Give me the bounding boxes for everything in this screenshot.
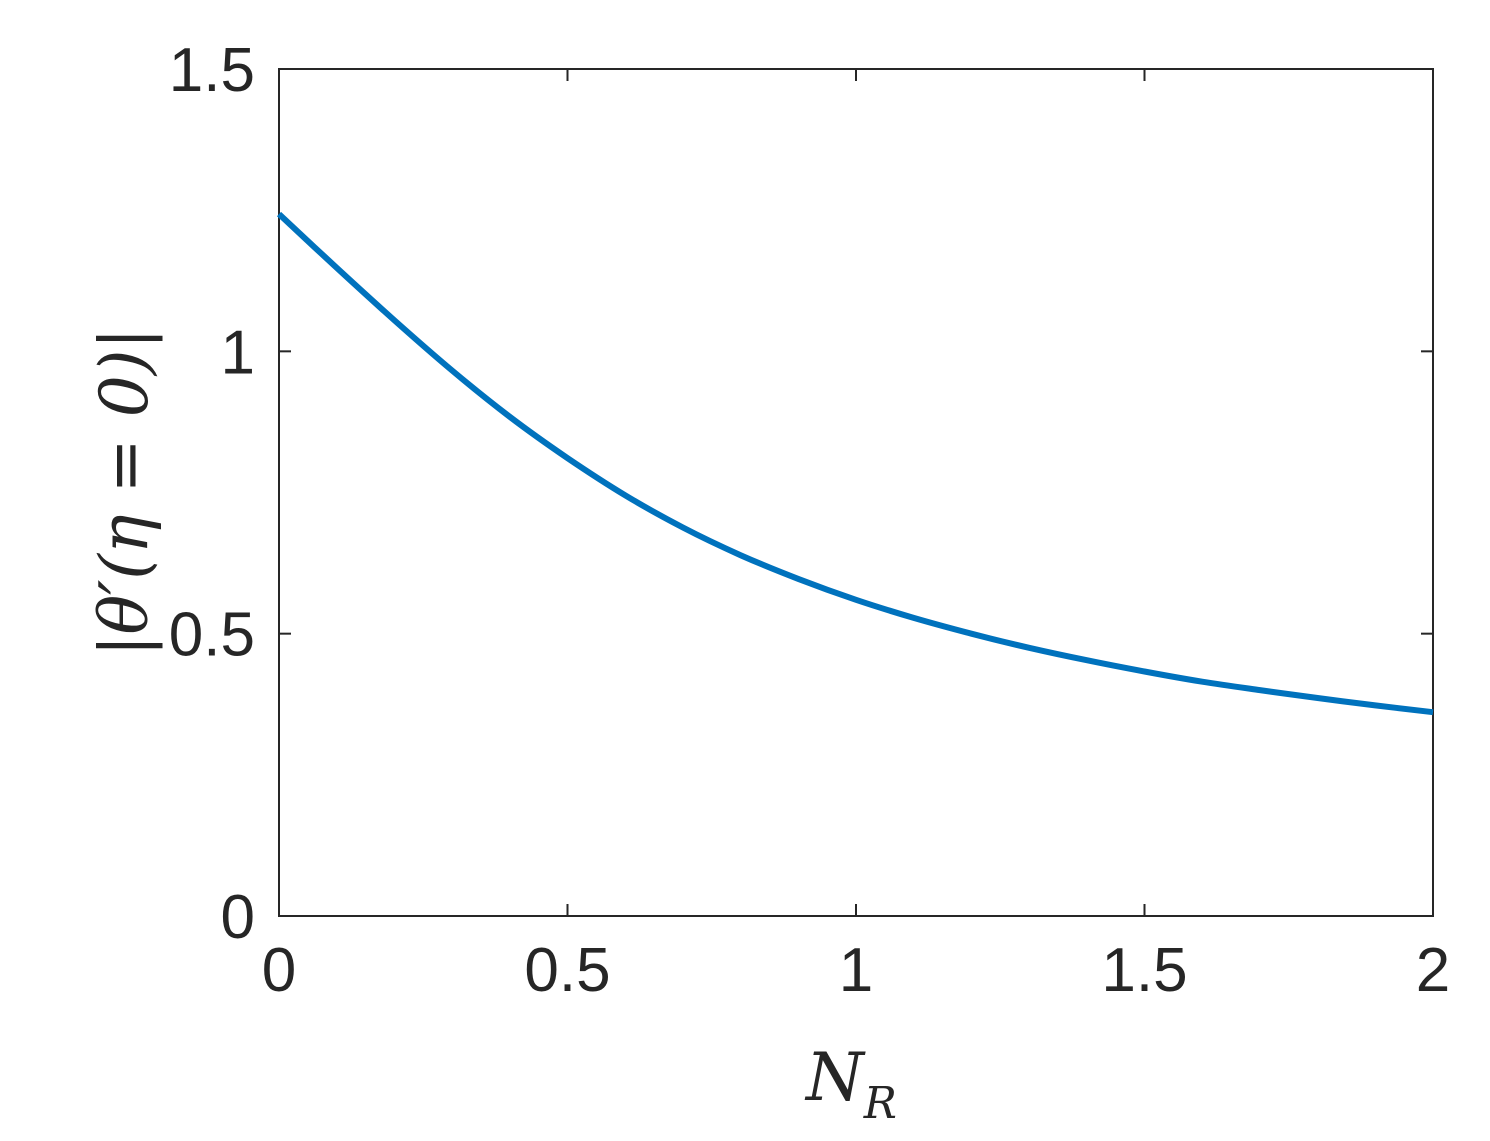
y-tick-label: 1.5 (169, 36, 255, 105)
x-tick-label: 0.5 (524, 936, 610, 1005)
series-line (276, 211, 1434, 716)
plot-area (278, 68, 1434, 917)
x-tick-label: 2 (1416, 936, 1450, 1005)
y-tick-label: 0.5 (169, 601, 255, 670)
y-axis-ticks: 0 0.5 1 1.5 (169, 36, 1433, 952)
x-axis-ticks: 0 0.5 1 1.5 2 (262, 69, 1450, 1005)
x-tick-label: 1 (839, 936, 873, 1005)
y-axis-label: |θ′(η = 0)| (86, 327, 163, 656)
y-tick-label: 1 (221, 318, 255, 387)
x-axis-label: NR (804, 1039, 897, 1129)
x-tick-label: 1.5 (1101, 936, 1187, 1005)
y-tick-label: 0 (221, 883, 255, 952)
x-tick-label: 0 (262, 936, 296, 1005)
